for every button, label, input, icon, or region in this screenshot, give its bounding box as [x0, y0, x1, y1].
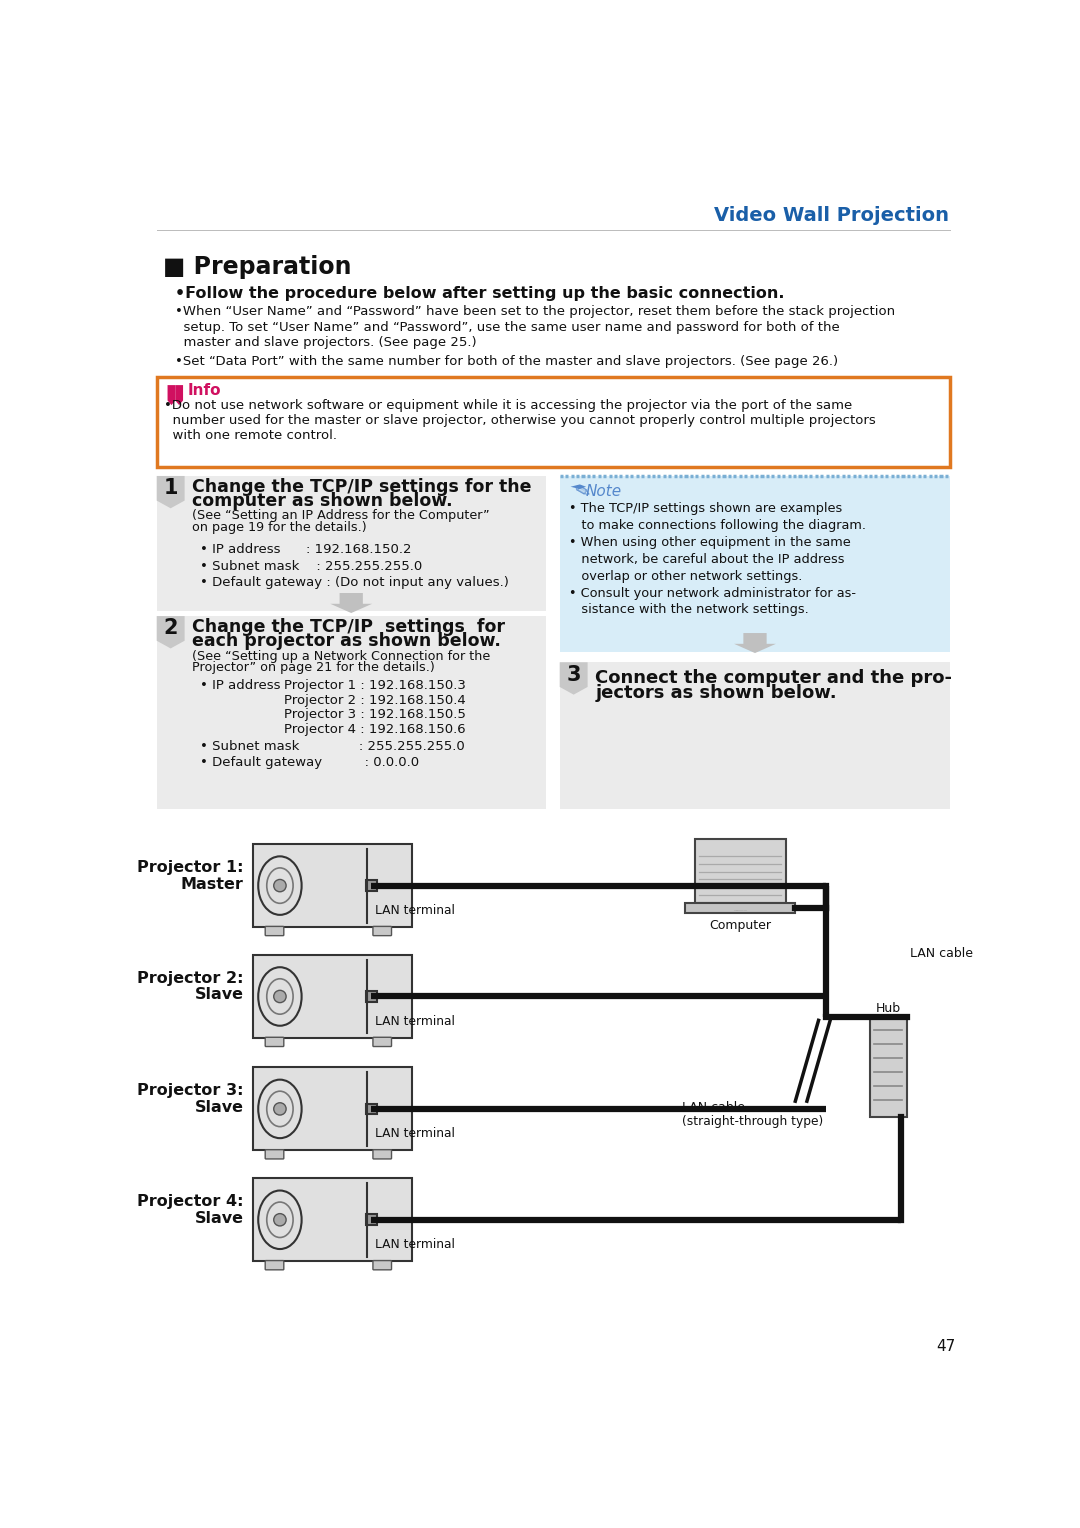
Text: LAN terminal: LAN terminal: [375, 1015, 455, 1028]
Text: (straight-through type): (straight-through type): [683, 1115, 823, 1128]
Text: Computer: Computer: [710, 920, 771, 932]
Text: overlap or other network settings.: overlap or other network settings.: [569, 570, 802, 582]
FancyBboxPatch shape: [559, 475, 950, 651]
FancyBboxPatch shape: [366, 1215, 377, 1225]
Polygon shape: [734, 633, 775, 652]
FancyBboxPatch shape: [373, 1038, 392, 1047]
Text: Change the TCP/IP  settings  for: Change the TCP/IP settings for: [192, 617, 505, 636]
Polygon shape: [175, 385, 183, 405]
FancyBboxPatch shape: [366, 880, 377, 891]
FancyBboxPatch shape: [157, 475, 545, 611]
Text: computer as shown below.: computer as shown below.: [192, 492, 453, 510]
FancyBboxPatch shape: [373, 1149, 392, 1158]
FancyBboxPatch shape: [373, 926, 392, 935]
Text: • The TCP/IP settings shown are examples: • The TCP/IP settings shown are examples: [569, 501, 842, 515]
Text: •Set “Data Port” with the same number for both of the master and slave projector: •Set “Data Port” with the same number fo…: [175, 356, 838, 368]
Polygon shape: [157, 616, 185, 648]
Text: Info: Info: [188, 384, 221, 397]
Text: Connect the computer and the pro-: Connect the computer and the pro-: [595, 669, 953, 686]
Text: • Subnet mask    : 255.255.255.0: • Subnet mask : 255.255.255.0: [200, 559, 422, 573]
Text: jectors as shown below.: jectors as shown below.: [595, 685, 837, 701]
Text: Projector 3 : 192.168.150.5: Projector 3 : 192.168.150.5: [284, 707, 465, 721]
Text: • Default gateway : (Do not input any values.): • Default gateway : (Do not input any va…: [200, 576, 509, 590]
FancyBboxPatch shape: [869, 1016, 907, 1117]
Text: LAN terminal: LAN terminal: [375, 1128, 455, 1140]
Text: on page 19 for the details.): on page 19 for the details.): [192, 521, 367, 535]
Circle shape: [273, 880, 286, 892]
Text: ■ Preparation: ■ Preparation: [163, 255, 351, 278]
Text: each projector as shown below.: each projector as shown below.: [192, 631, 501, 649]
Text: LAN terminal: LAN terminal: [375, 1238, 455, 1251]
Text: (See “Setting up a Network Connection for the: (See “Setting up a Network Connection fo…: [192, 649, 490, 663]
Text: • IP address: • IP address: [200, 678, 281, 692]
Polygon shape: [157, 475, 185, 509]
Text: LAN cable: LAN cable: [910, 947, 973, 960]
Text: Projector 3:: Projector 3:: [137, 1083, 243, 1099]
Text: Projector 1 : 192.168.150.3: Projector 1 : 192.168.150.3: [284, 678, 465, 692]
Text: LAN terminal: LAN terminal: [375, 903, 455, 917]
Text: sistance with the network settings.: sistance with the network settings.: [569, 604, 809, 616]
FancyBboxPatch shape: [373, 1261, 392, 1270]
Text: to make connections following the diagram.: to make connections following the diagra…: [569, 518, 866, 532]
Text: •When “User Name” and “Password” have been set to the projector, reset them befo: •When “User Name” and “Password” have be…: [175, 306, 895, 318]
Circle shape: [273, 990, 286, 1002]
FancyBboxPatch shape: [253, 843, 411, 927]
FancyBboxPatch shape: [266, 1261, 284, 1270]
Text: • IP address      : 192.168.150.2: • IP address : 192.168.150.2: [200, 542, 411, 556]
Text: •Follow the procedure below after setting up the basic connection.: •Follow the procedure below after settin…: [175, 286, 785, 301]
FancyBboxPatch shape: [685, 903, 795, 914]
Text: 3: 3: [566, 665, 581, 685]
Text: network, be careful about the IP address: network, be careful about the IP address: [569, 553, 845, 565]
Text: master and slave projectors. (See page 25.): master and slave projectors. (See page 2…: [175, 336, 477, 350]
Polygon shape: [167, 385, 175, 405]
Text: Slave: Slave: [194, 987, 243, 1002]
Text: Slave: Slave: [194, 1100, 243, 1115]
Text: number used for the master or slave projector, otherwise you cannot properly con: number used for the master or slave proj…: [164, 414, 876, 426]
Text: Projector 2:: Projector 2:: [137, 970, 243, 986]
FancyBboxPatch shape: [266, 926, 284, 935]
Text: • When using other equipment in the same: • When using other equipment in the same: [569, 536, 851, 549]
Text: 1: 1: [163, 478, 178, 498]
Text: 2: 2: [163, 619, 178, 639]
Circle shape: [273, 1103, 286, 1115]
Text: Note: Note: [586, 484, 622, 498]
Text: Hub: Hub: [876, 1002, 901, 1015]
FancyBboxPatch shape: [253, 1068, 411, 1151]
Text: Projector 4 : 192.168.150.6: Projector 4 : 192.168.150.6: [284, 723, 465, 736]
Text: (See “Setting an IP Address for the Computer”: (See “Setting an IP Address for the Comp…: [192, 509, 490, 523]
FancyBboxPatch shape: [253, 1178, 411, 1261]
Text: Change the TCP/IP settings for the: Change the TCP/IP settings for the: [192, 478, 531, 495]
FancyBboxPatch shape: [366, 992, 377, 1002]
FancyBboxPatch shape: [366, 1103, 377, 1114]
Text: • Subnet mask              : 255.255.255.0: • Subnet mask : 255.255.255.0: [200, 741, 464, 753]
Text: Video Wall Projection: Video Wall Projection: [714, 206, 948, 225]
Polygon shape: [330, 593, 373, 613]
Text: • Consult your network administrator for as-: • Consult your network administrator for…: [569, 587, 856, 599]
FancyBboxPatch shape: [157, 377, 950, 466]
Text: with one remote control.: with one remote control.: [164, 429, 337, 443]
Text: Projector 2 : 192.168.150.4: Projector 2 : 192.168.150.4: [284, 694, 465, 706]
Polygon shape: [570, 484, 586, 489]
Text: Projector” on page 21 for the details.): Projector” on page 21 for the details.): [192, 662, 435, 674]
FancyBboxPatch shape: [559, 662, 950, 808]
Text: Slave: Slave: [194, 1210, 243, 1225]
Polygon shape: [559, 662, 588, 695]
Text: ✏: ✏: [569, 480, 593, 504]
FancyBboxPatch shape: [157, 616, 545, 808]
Text: ____: ____: [733, 905, 747, 911]
FancyBboxPatch shape: [266, 1149, 284, 1158]
Text: •Do not use network software or equipment while it is accessing the projector vi: •Do not use network software or equipmen…: [164, 399, 853, 411]
Text: Master: Master: [180, 877, 243, 891]
Text: • Default gateway          : 0.0.0.0: • Default gateway : 0.0.0.0: [200, 756, 419, 769]
FancyBboxPatch shape: [694, 839, 786, 903]
Text: Projector 1:: Projector 1:: [137, 860, 243, 874]
Text: setup. To set “User Name” and “Password”, use the same user name and password fo: setup. To set “User Name” and “Password”…: [175, 321, 840, 333]
FancyBboxPatch shape: [266, 1038, 284, 1047]
Text: LAN cable: LAN cable: [683, 1100, 745, 1114]
Text: 47: 47: [936, 1339, 956, 1354]
FancyBboxPatch shape: [253, 955, 411, 1038]
Circle shape: [273, 1213, 286, 1225]
Text: Projector 4:: Projector 4:: [137, 1193, 243, 1209]
